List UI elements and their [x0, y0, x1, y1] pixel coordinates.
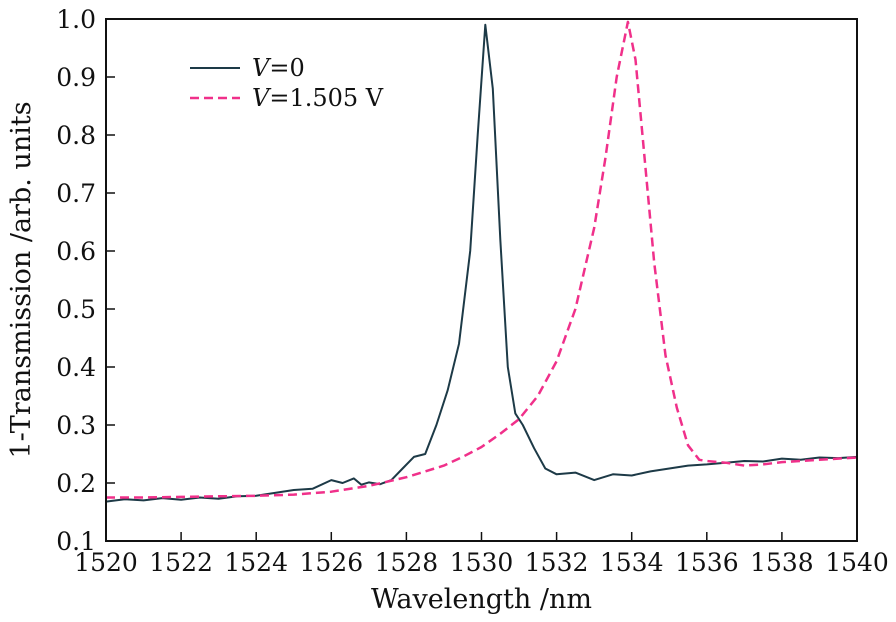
x-tick-label-1526: 1526: [299, 548, 363, 577]
y-tick-label-1.0: 1.0: [56, 5, 96, 34]
x-tick-label-1530: 1530: [450, 548, 514, 577]
legend-label-v0-rest: =0: [269, 54, 304, 82]
x-tick-label-1538: 1538: [750, 548, 814, 577]
y-tick-label-0.6: 0.6: [56, 237, 96, 266]
x-tick-label-1536: 1536: [675, 548, 739, 577]
y-tick-label-0.2: 0.2: [56, 469, 96, 498]
legend-label-v1505: V=1.505 V: [252, 84, 384, 112]
x-tick-label-1524: 1524: [224, 548, 288, 577]
series-line-0: [105, 23, 858, 503]
plot-frame: [105, 18, 858, 542]
x-tick-label-1528: 1528: [375, 548, 439, 577]
y-tick-label-0.3: 0.3: [56, 411, 96, 440]
legend: V=0 V=1.505 V: [190, 54, 384, 112]
legend-label-v1505-rest: =1.505 V: [269, 84, 383, 112]
legend-label-v0: V=0: [252, 54, 305, 82]
series-layer: [105, 20, 858, 503]
legend-label-v1505-italic: V: [252, 84, 272, 112]
labels-layer: 1520 1522 1524 1526 1528 1530 1532 1534 1536 1538…: [56, 5, 889, 577]
y-axis-title: 1-Transmission /arb. units: [6, 101, 37, 458]
x-tick-label-1534: 1534: [600, 548, 664, 577]
y-tick-label-0.1: 0.1: [56, 527, 96, 556]
x-axis-title: Wavelength /nm: [371, 584, 592, 615]
y-tick-label-0.8: 0.8: [56, 121, 96, 150]
y-tick-label-0.5: 0.5: [56, 295, 96, 324]
y-tick-label-0.7: 0.7: [56, 179, 96, 208]
x-tick-label-1532: 1532: [525, 548, 589, 577]
series-line-1: [106, 20, 858, 499]
x-tick-label-1520: 1520: [74, 548, 138, 577]
x-tick-label-1540: 1540: [825, 548, 889, 577]
y-tick-label-0.4: 0.4: [56, 353, 96, 382]
legend-label-v0-italic: V: [252, 54, 272, 82]
y-tick-label-0.9: 0.9: [56, 63, 96, 92]
x-tick-label-1522: 1522: [149, 548, 213, 577]
